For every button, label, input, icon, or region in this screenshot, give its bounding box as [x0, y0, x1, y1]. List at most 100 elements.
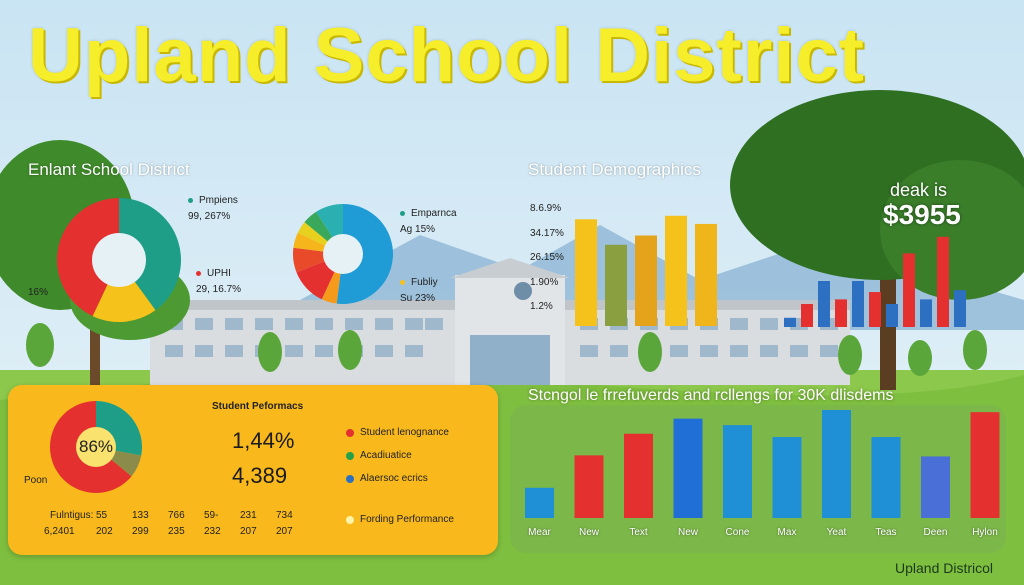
category-label: Deen [923, 527, 948, 538]
performance-donut-chart [49, 401, 142, 493]
center-legend-2: Fubliy Su 23% [400, 277, 438, 304]
demographics-ticks: 8.6.9% 34.17% 26.15% 1.90% 1.2% [530, 197, 564, 320]
bottom-chart-heading: Stcngol le frrefuverds and rcllengs for … [528, 387, 894, 404]
left-section-heading: Enlant School District [28, 160, 190, 179]
tick-label: 1.90% [530, 276, 559, 288]
performance-side-label: Poon [24, 475, 48, 486]
tick-label: 26.15% [530, 252, 564, 263]
left-side-label: 16% [28, 287, 49, 298]
row-label: Fulntigus: [50, 510, 94, 521]
bar [525, 487, 554, 518]
stat-value: 766 [168, 510, 185, 521]
bar [869, 292, 881, 327]
yellow-marker-icon [400, 280, 405, 285]
category-label: Text [629, 527, 648, 538]
legend-item: Acadiuatice [346, 450, 454, 461]
row-label: 6,2401 [44, 526, 75, 537]
demographics-heading: Student Demographics [528, 160, 701, 179]
tick-label: 1.2% [530, 301, 553, 312]
footer-label: Upland Districol [895, 560, 994, 576]
bar [886, 304, 898, 327]
bar [772, 437, 802, 518]
bar [822, 410, 851, 518]
bar [665, 215, 687, 326]
bar [954, 290, 966, 327]
bar [835, 299, 847, 327]
callout-label: deak is [890, 180, 948, 200]
legend-value: Ag 15% [400, 224, 436, 235]
category-label: Mear [528, 527, 551, 538]
tick-label: 34.17% [530, 227, 564, 239]
stat-value: 734 [276, 510, 293, 521]
category-label: New [578, 527, 599, 538]
bar [818, 281, 830, 327]
bar [784, 317, 796, 327]
stat-value: 59- [204, 510, 219, 521]
bar [624, 433, 653, 518]
demographics-bar-chart [575, 215, 717, 326]
bar [574, 455, 604, 518]
bar [801, 304, 813, 327]
category-label: Cone [725, 527, 750, 538]
right-bar-chart [784, 236, 966, 327]
callout-value: $3955 [883, 199, 961, 230]
performance-stats-row-2: 6,2401 202 299 235 232 207 207 [44, 526, 312, 537]
legend-label: Pmpiens [199, 195, 238, 206]
bar [920, 299, 932, 327]
bushes [26, 323, 987, 376]
legend-value: Su 23% [400, 293, 436, 304]
teal-marker-icon [188, 198, 193, 203]
bar [970, 412, 1000, 518]
teal-marker-icon [400, 211, 405, 216]
category-label: Yeat [826, 527, 847, 538]
bar [921, 456, 950, 518]
category-label: Teas [875, 527, 897, 538]
tree-right [730, 90, 1024, 390]
pie-slice [57, 198, 119, 317]
bar [635, 235, 657, 326]
left-donut-chart [57, 198, 181, 322]
left-legend-1: Pmpiens 99, 267% [188, 195, 238, 222]
legend-label: Fubliy [411, 277, 438, 288]
legend-label: UPHI [207, 268, 231, 279]
left-legend-2: UPHI 29, 16.7% [196, 268, 241, 295]
legend-label: Fording Performance [360, 514, 454, 525]
performance-heading: Student Peformacs [212, 401, 304, 412]
legend-item: Student lenognance [346, 427, 454, 438]
stat-value: 235 [168, 526, 185, 537]
green-dot-icon [346, 451, 354, 460]
pie-slice [336, 204, 393, 304]
stat-value: 133 [132, 510, 149, 521]
legend-label: Emparnca [411, 208, 457, 219]
performance-donut-hole [76, 427, 116, 467]
category-label: Max [777, 527, 797, 538]
bar [605, 244, 627, 326]
tick-label: 8.6.9% [530, 203, 562, 214]
bar [673, 418, 703, 518]
pie-slice [92, 260, 156, 322]
performance-number-2: 4,389 [232, 463, 288, 488]
legend-label: Acadiuatice [360, 450, 412, 461]
category-label: New [677, 527, 698, 538]
left-donut-slices [57, 198, 181, 322]
stat-value: 232 [204, 526, 221, 537]
red-marker-icon [196, 271, 201, 276]
legend-value: 29, 16.7% [196, 284, 242, 295]
bar [937, 236, 949, 327]
legend-item: Fording Performance [346, 514, 454, 525]
performance-number-1: 1,44% [232, 428, 295, 453]
bar [903, 253, 915, 327]
performance-legend: Student lenognance Acadiuatice Alaersoc … [346, 427, 454, 525]
bottom-bar-chart [525, 410, 1000, 518]
legend-value: 99, 267% [188, 211, 231, 222]
center-legend-1: Emparnca Ag 15% [400, 208, 457, 235]
blue-dot-icon [346, 474, 354, 483]
stat-value: 202 [96, 526, 113, 537]
cream-dot-icon [346, 515, 354, 524]
stat-value: 207 [240, 526, 257, 537]
right-bars [784, 236, 966, 327]
stat-value: 299 [132, 526, 149, 537]
page-title: Upland School District [28, 13, 865, 98]
bar [852, 281, 864, 327]
stat-value: 207 [276, 526, 293, 537]
